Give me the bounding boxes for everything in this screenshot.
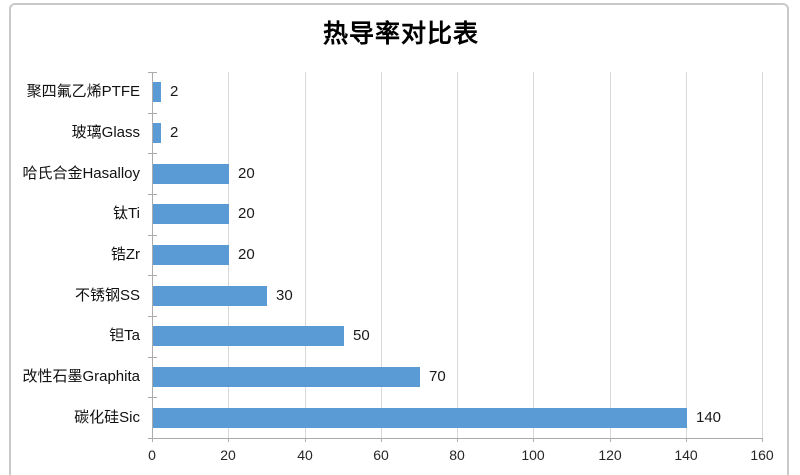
x-axis-tick — [305, 438, 306, 442]
x-axis-tick-label: 120 — [598, 447, 622, 463]
bar-value-label: 20 — [238, 205, 255, 222]
x-axis-tick — [381, 438, 382, 442]
x-axis-tick-label: 40 — [297, 447, 313, 463]
x-axis-tick — [533, 438, 534, 442]
bar — [153, 408, 687, 428]
bar-value-label: 30 — [276, 287, 293, 304]
x-axis-tick — [228, 438, 229, 442]
y-axis-tick — [148, 153, 157, 154]
gridline — [610, 72, 611, 438]
category-label: 聚四氟乙烯PTFE — [26, 83, 140, 100]
y-axis-tick — [148, 235, 157, 236]
bar — [153, 286, 267, 306]
gridline — [686, 72, 687, 438]
y-axis-tick — [148, 275, 157, 276]
category-label: 玻璃Glass — [71, 124, 140, 141]
y-axis-tick — [148, 194, 157, 195]
y-axis-tick — [148, 357, 157, 358]
bar-value-label: 20 — [238, 246, 255, 263]
gridline — [533, 72, 534, 438]
gridline — [762, 72, 763, 438]
category-label: 碳化硅Sic — [74, 409, 140, 426]
y-axis-tick — [148, 316, 157, 317]
x-axis-tick-label: 0 — [148, 447, 156, 463]
bar-value-label: 140 — [696, 409, 722, 426]
x-axis-tick — [686, 438, 687, 442]
x-axis-tick — [152, 438, 153, 442]
bar — [153, 164, 229, 184]
x-axis-tick — [610, 438, 611, 442]
bar — [153, 326, 344, 346]
x-axis-tick-label: 60 — [373, 447, 389, 463]
y-axis-tick — [148, 397, 157, 398]
gridline — [457, 72, 458, 438]
y-axis-tick — [148, 72, 157, 73]
bar — [153, 82, 161, 102]
category-label: 钛Ti — [113, 205, 140, 222]
bar-value-label: 70 — [429, 368, 446, 385]
bar-value-label: 50 — [353, 327, 370, 344]
category-label: 改性石墨Graphita — [22, 368, 140, 385]
x-axis-tick-label: 100 — [521, 447, 545, 463]
bar — [153, 123, 161, 143]
bar-value-label: 2 — [170, 124, 179, 141]
bar — [153, 204, 229, 224]
bar — [153, 367, 420, 387]
plot-area — [152, 72, 763, 439]
category-label: 不锈钢SS — [74, 287, 140, 304]
bar-value-label: 20 — [238, 165, 255, 182]
x-axis-tick — [457, 438, 458, 442]
gridline — [381, 72, 382, 438]
category-label: 哈氏合金Hasalloy — [22, 165, 140, 182]
y-axis-tick — [148, 113, 157, 114]
x-axis-tick-label: 80 — [449, 447, 465, 463]
x-axis-tick-label: 20 — [220, 447, 236, 463]
x-axis-tick-label: 140 — [674, 447, 698, 463]
y-axis-tick — [148, 438, 157, 439]
y-axis-line — [152, 72, 153, 438]
chart-frame — [9, 3, 789, 475]
chart-title: 热导率对比表 — [322, 20, 479, 48]
category-label: 钽Ta — [109, 327, 140, 344]
bar — [153, 245, 229, 265]
x-axis-tick-label: 160 — [750, 447, 774, 463]
bar-value-label: 2 — [170, 83, 179, 100]
gridline — [305, 72, 306, 438]
x-axis-tick — [762, 438, 763, 442]
category-label: 锆Zr — [110, 246, 140, 263]
